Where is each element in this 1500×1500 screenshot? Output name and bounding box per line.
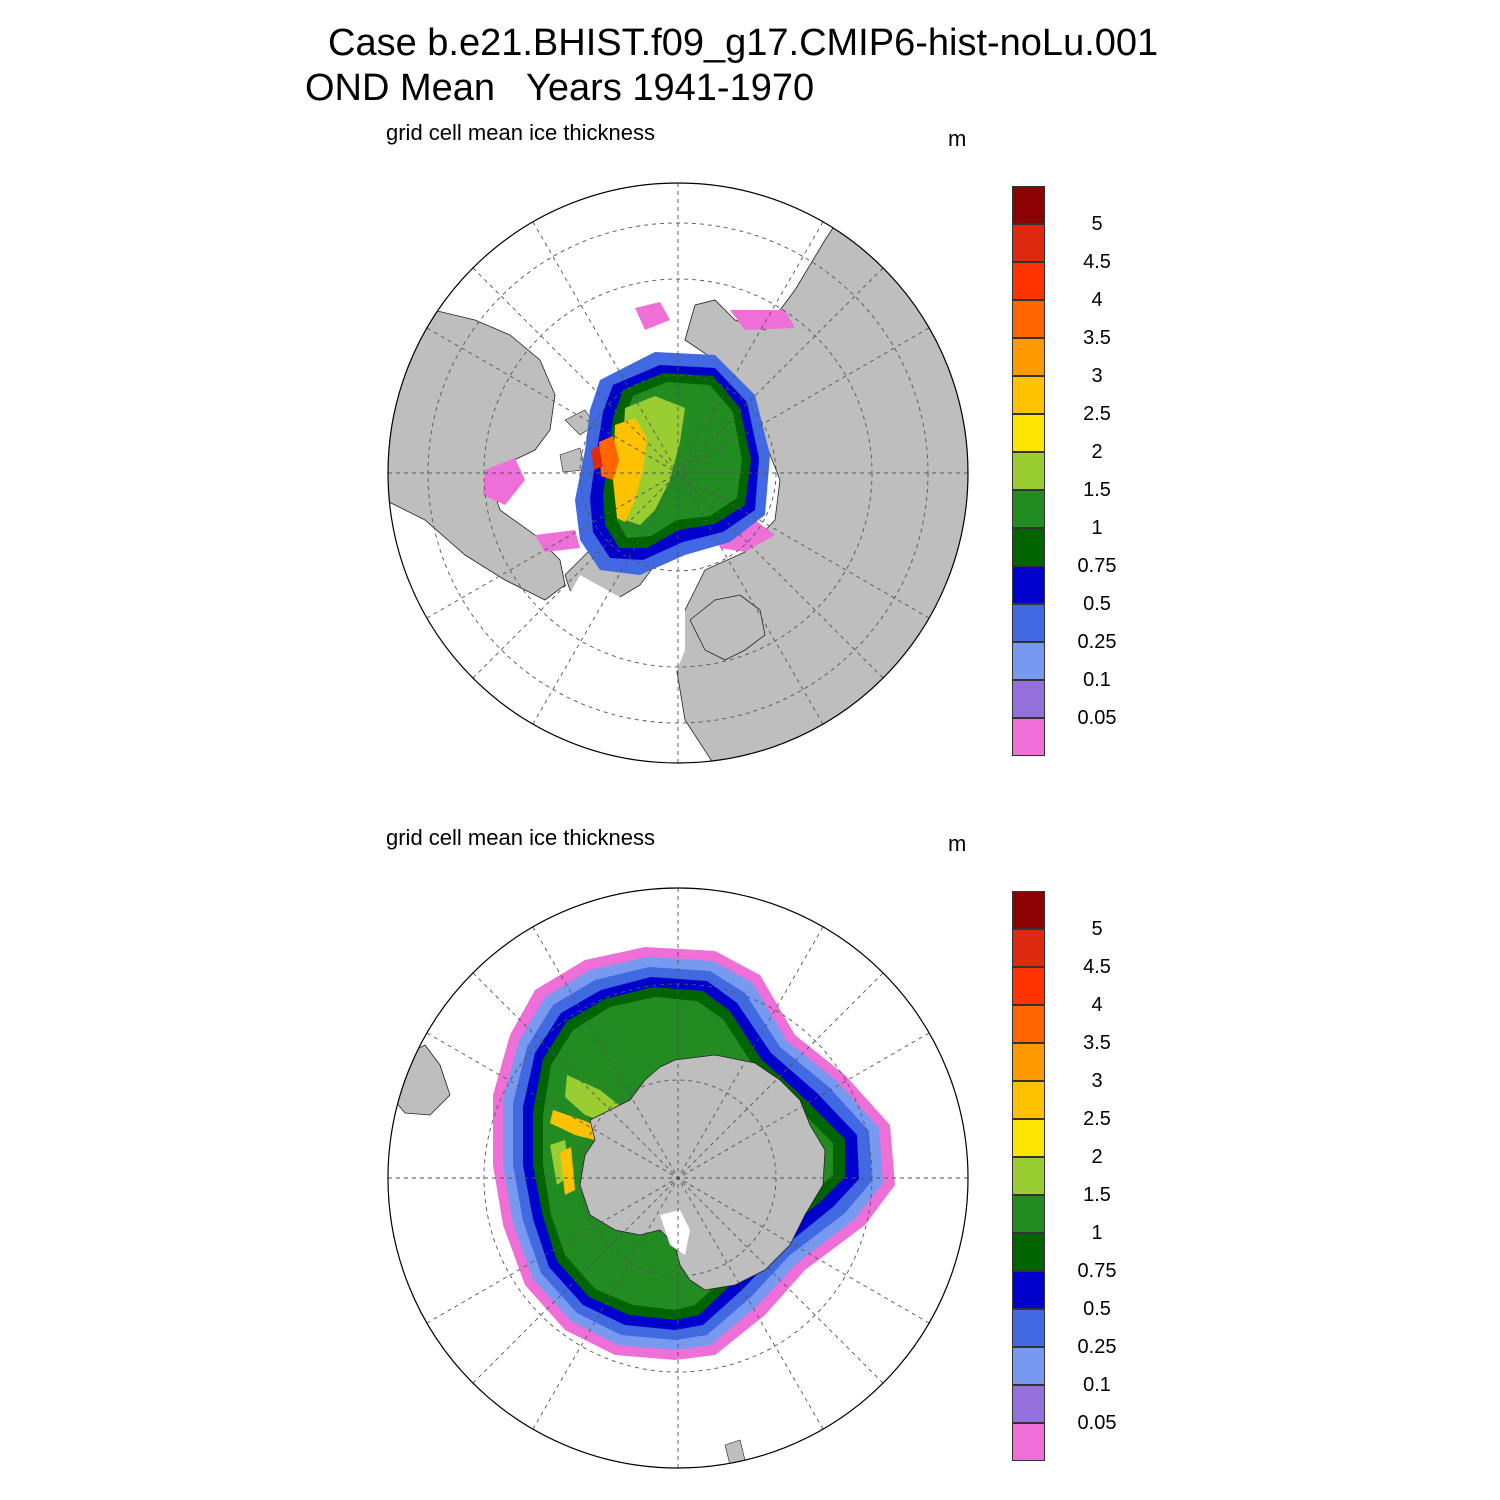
cb-tick-label: 0.05 — [1077, 707, 1117, 729]
antarctica-landmass — [579, 1054, 826, 1291]
cb-swatch — [1012, 376, 1045, 414]
cb-swatch — [1012, 262, 1045, 300]
cb-tick-label: 1 — [1091, 517, 1103, 539]
cb-swatch — [1012, 1119, 1045, 1157]
cb-swatch — [1012, 414, 1045, 452]
south-panel-units: m — [948, 831, 967, 856]
antarctic-map-border — [387, 887, 969, 1469]
ice-band-0.05 — [483, 458, 525, 505]
ice-band-3.5 — [599, 436, 619, 480]
antarctic-graticule — [388, 888, 968, 1468]
cb-tick-label: 3.5 — [1083, 1032, 1111, 1054]
ice-band-0.05 — [730, 310, 795, 330]
north-panel-label: grid cell mean ice thickness — [386, 120, 656, 145]
cb-swatch — [1012, 566, 1045, 604]
cb-tick-label: 2 — [1091, 1146, 1103, 1168]
cb-tick-label: 0.25 — [1077, 1336, 1117, 1358]
cb-tick-label: 0.5 — [1083, 593, 1111, 615]
cb-tick-label: 3 — [1091, 365, 1103, 387]
cb-swatch — [1012, 1233, 1045, 1271]
cb-swatch — [1012, 718, 1045, 756]
cb-swatch — [1012, 1347, 1045, 1385]
cb-swatch — [1012, 1423, 1045, 1461]
cb-tick-label: 3.5 — [1083, 327, 1111, 349]
ice-band-0.05 — [535, 530, 580, 552]
cb-tick-label: 1.5 — [1083, 1184, 1111, 1206]
cb-swatch — [1012, 1081, 1045, 1119]
figure-title-period: OND Mean Years 1941-1970 — [305, 67, 815, 109]
cb-swatch — [1012, 1385, 1045, 1423]
cb-tick-label: 2.5 — [1083, 403, 1111, 425]
cb-swatch — [1012, 1195, 1045, 1233]
cb-swatch — [1012, 452, 1045, 490]
north-colorbar: 5 4.5 4 3.5 3 2.5 2 1.5 1 0.75 0.5 0.25 … — [1012, 186, 1162, 758]
ice-band-4.5 — [591, 446, 603, 470]
ice-band-0.05 — [635, 302, 670, 330]
ross-sea — [660, 1210, 690, 1255]
atlantic-ocean — [535, 575, 685, 763]
cb-tick-label: 4.5 — [1083, 251, 1111, 273]
cb-tick-label: 1.5 — [1083, 479, 1111, 501]
cb-swatch — [1012, 528, 1045, 566]
cb-swatch — [1012, 490, 1045, 528]
cb-tick-label: 0.1 — [1083, 669, 1111, 691]
cb-swatch — [1012, 338, 1045, 376]
arctic-map-border — [387, 182, 969, 764]
cb-tick-label: 4 — [1091, 289, 1103, 311]
cb-tick-label: 0.25 — [1077, 631, 1117, 653]
cb-tick-label: 5 — [1091, 918, 1103, 940]
arctic-polar-map — [387, 182, 969, 764]
cb-tick-label: 1 — [1091, 1222, 1103, 1244]
cb-tick-label: 0.75 — [1077, 555, 1117, 577]
figure-title-case: Case b.e21.BHIST.f09_g17.CMIP6-hist-noLu… — [328, 22, 1159, 64]
cb-swatch — [1012, 300, 1045, 338]
cb-swatch — [1012, 929, 1045, 967]
cb-swatch — [1012, 1043, 1045, 1081]
cb-tick-label: 2 — [1091, 441, 1103, 463]
cb-tick-label: 0.05 — [1077, 1412, 1117, 1434]
cb-tick-label: 3 — [1091, 1070, 1103, 1092]
cb-swatch — [1012, 642, 1045, 680]
cb-tick-label: 4 — [1091, 994, 1103, 1016]
cb-swatch — [1012, 1309, 1045, 1347]
cb-swatch — [1012, 186, 1045, 224]
cb-swatch — [1012, 1157, 1045, 1195]
cb-swatch — [1012, 967, 1045, 1005]
cb-tick-label: 2.5 — [1083, 1108, 1111, 1130]
south-panel-label: grid cell mean ice thickness — [386, 825, 656, 850]
antarctic-polar-map — [387, 887, 969, 1469]
cb-swatch — [1012, 1271, 1045, 1309]
ice-band-2.5 — [613, 418, 647, 522]
cb-swatch — [1012, 680, 1045, 718]
cb-swatch — [1012, 1005, 1045, 1043]
cb-tick-label: 5 — [1091, 213, 1103, 235]
arctic-graticule — [388, 183, 968, 763]
cb-tick-label: 4.5 — [1083, 956, 1111, 978]
cb-swatch — [1012, 604, 1045, 642]
cb-tick-label: 0.1 — [1083, 1374, 1111, 1396]
cb-swatch — [1012, 891, 1045, 929]
south-colorbar: 5 4.5 4 3.5 3 2.5 2 1.5 1 0.75 0.5 0.25 … — [1012, 891, 1162, 1463]
cb-swatch — [1012, 224, 1045, 262]
cb-tick-label: 0.5 — [1083, 1298, 1111, 1320]
north-panel-units: m — [948, 126, 967, 151]
ice-band-2.5 — [560, 1147, 575, 1195]
cb-tick-label: 0.75 — [1077, 1260, 1117, 1282]
scandinavia-landmass — [689, 594, 766, 661]
